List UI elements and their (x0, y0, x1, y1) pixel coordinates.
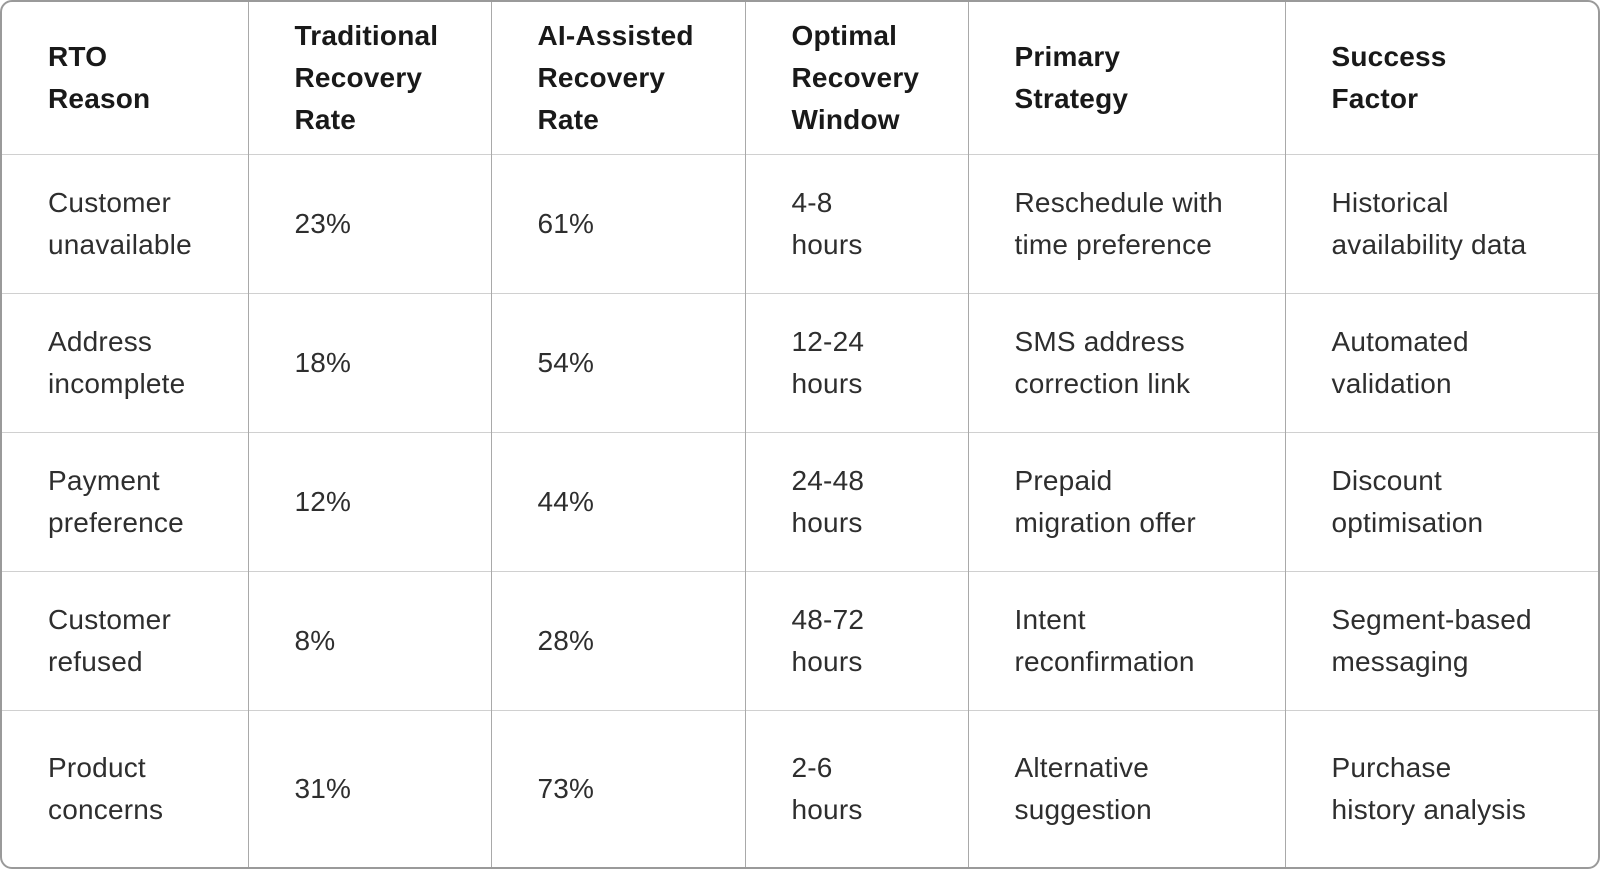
table-cell: Intent reconfirmation (967, 570, 1285, 710)
column-header: RTO Reason (48, 40, 151, 114)
table-cell: Address incomplete (2, 292, 248, 432)
table-cell: Prepaid migration offer (967, 431, 1285, 571)
table-cell: Segment-based messaging (1284, 570, 1598, 710)
table-cell: 12% (247, 431, 491, 571)
table-cell: Automated validation (1284, 292, 1598, 432)
header-row: RTO Reason Traditional Recovery Rate AI-As… (2, 2, 1598, 154)
table-cell: Customer unavailable (2, 153, 248, 293)
table-cell: 28% (490, 570, 745, 710)
table-row: Payment preference 12% 44% 24-48 hours Prepa… (2, 431, 1598, 571)
table-row: Customer refused 8% 28% 48-72 hours Intent r… (2, 570, 1598, 710)
table-cell: Product concerns (2, 709, 248, 867)
table-cell: 8% (247, 570, 491, 710)
table-cell: 23% (247, 153, 491, 293)
table-row: Product concerns 31% 73% 2-6 hours Alternati… (2, 709, 1598, 867)
table-cell: 73% (490, 709, 745, 867)
table-cell: 12-24 hours (744, 292, 968, 432)
table-cell: SMS address correction link (967, 292, 1285, 432)
table-row: Address incomplete 18% 54% 12-24 hours SMS a… (2, 292, 1598, 432)
column-header: Traditional Recovery Rate (247, 2, 491, 154)
table-cell: 4-8 hours (744, 153, 968, 293)
column-header: Optimal Recovery Window (744, 2, 968, 154)
table-cell: 31% (247, 709, 491, 867)
column-header: Success Factor (1284, 2, 1598, 154)
table-cell: Purchase history analysis (1284, 709, 1598, 867)
table-cell: Payment preference (2, 431, 248, 571)
table-cell: Historical availability data (1284, 153, 1598, 293)
table-row: Customer unavailable 23% 61% 4-8 hours Resch… (2, 153, 1598, 293)
table-cell: Discount optimisation (1284, 431, 1598, 571)
table-cell: 24-48 hours (744, 431, 968, 571)
table-cell: Alternative suggestion (967, 709, 1285, 867)
table-cell: 54% (490, 292, 745, 432)
table-cell: 2-6 hours (744, 709, 968, 867)
table-cell: 44% (490, 431, 745, 571)
table-cell: Reschedule with time preference (967, 153, 1285, 293)
table-cell: 61% (490, 153, 745, 293)
column-header: Primary Strategy (967, 2, 1285, 154)
table-body: Customer unavailable 23% 61% 4-8 hours Resch… (2, 153, 1598, 867)
table-cell: 48-72 hours (744, 570, 968, 710)
column-header: AI-Assisted Recovery Rate (490, 2, 745, 154)
table-cell: Customer refused (2, 570, 248, 710)
table-cell: 18% (247, 292, 491, 432)
